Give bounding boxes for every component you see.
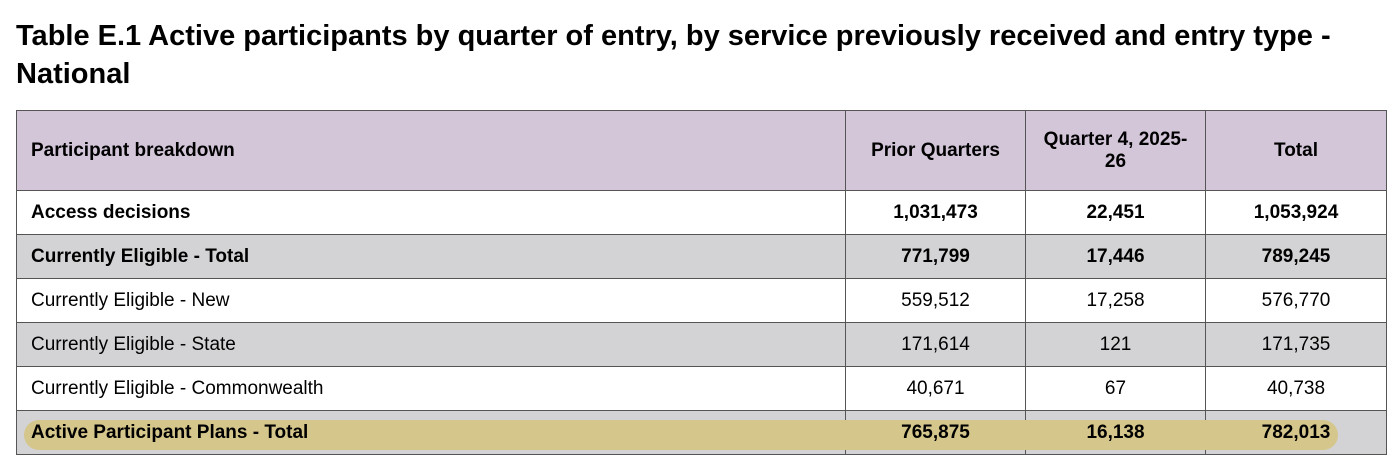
cell-value: 782,013 xyxy=(1261,421,1331,443)
cell-value: 789,245 xyxy=(1261,245,1331,267)
cell-value: 171,735 xyxy=(1261,333,1331,355)
cell-value: 1,053,924 xyxy=(1253,201,1339,223)
row-label-cell: Currently Eligible - State xyxy=(16,322,846,367)
value-cell: 22,451 xyxy=(1025,190,1206,235)
row-label-cell: Currently Eligible - New xyxy=(16,278,846,323)
row-label: Currently Eligible - Commonwealth xyxy=(31,377,324,399)
cell-value: 771,799 xyxy=(901,245,970,267)
row-highlight xyxy=(24,420,1338,450)
value-cell: 771,799 xyxy=(845,234,1026,279)
row-label: Active Participant Plans - Total xyxy=(31,421,309,443)
cell-value: 22,451 xyxy=(1086,201,1145,223)
cell-value: 559,512 xyxy=(901,289,970,311)
cell-value: 40,671 xyxy=(906,377,965,399)
cell-value: 765,875 xyxy=(901,421,970,443)
value-cell: 1,031,473 xyxy=(845,190,1026,235)
value-cell: 789,245 xyxy=(1205,234,1387,279)
table-row: Currently Eligible - New 559,512 17,258 576… xyxy=(16,278,1387,323)
data-table: Participant breakdown Prior Quarters Quart… xyxy=(16,110,1387,455)
value-cell: 40,671 xyxy=(845,366,1026,411)
row-label: Access decisions xyxy=(31,201,191,223)
cell-value: 17,446 xyxy=(1086,245,1145,267)
value-cell: 121 xyxy=(1025,322,1206,367)
column-header: Prior Quarters xyxy=(845,110,1026,191)
header-row: Participant breakdown Prior Quarters Quart… xyxy=(16,110,1387,191)
value-cell: 1,053,924 xyxy=(1205,190,1387,235)
table-row: Access decisions 1,031,473 22,451 1,053,924 xyxy=(16,190,1387,235)
table-title: Table E.1 Active participants by quarter… xyxy=(16,20,1331,90)
row-label: Currently Eligible - State xyxy=(31,333,236,355)
cell-value: 171,614 xyxy=(901,333,970,355)
value-cell: 17,446 xyxy=(1025,234,1206,279)
column-header-text: Prior Quarters xyxy=(871,139,1000,161)
value-cell: 559,512 xyxy=(845,278,1026,323)
value-cell: 171,735 xyxy=(1205,322,1387,367)
column-header: Total xyxy=(1205,110,1387,191)
column-header-text: Quarter 4, 2025-26 xyxy=(1043,128,1188,172)
cell-value: 16,138 xyxy=(1086,421,1145,443)
column-header: Participant breakdown xyxy=(16,110,846,191)
table-container: Participant breakdown Prior Quarters Quart… xyxy=(16,110,1387,455)
value-cell: 40,738 xyxy=(1205,366,1387,411)
cell-value: 17,258 xyxy=(1086,289,1145,311)
value-cell: 171,614 xyxy=(845,322,1026,367)
row-label-cell: Access decisions xyxy=(16,190,846,235)
value-cell: 17,258 xyxy=(1025,278,1206,323)
value-cell: 576,770 xyxy=(1205,278,1387,323)
column-header-text: Total xyxy=(1274,139,1318,161)
table-row: Currently Eligible - Commonwealth 40,671 6… xyxy=(16,366,1387,411)
table-row: Currently Eligible - State 171,614 121 171,… xyxy=(16,322,1387,367)
column-header-text: Participant breakdown xyxy=(31,139,235,161)
table-row: Currently Eligible - Total 771,799 17,446 7… xyxy=(16,234,1387,279)
cell-value: 121 xyxy=(1099,333,1132,355)
cell-value: 40,738 xyxy=(1266,377,1326,399)
cell-value: 1,031,473 xyxy=(893,201,978,223)
row-label-cell: Currently Eligible - Total xyxy=(16,234,846,279)
row-label-cell: Currently Eligible - Commonwealth xyxy=(16,366,846,411)
value-cell: 67 xyxy=(1025,366,1206,411)
row-label: Currently Eligible - Total xyxy=(31,245,250,267)
cell-value: 576,770 xyxy=(1261,289,1331,311)
row-label: Currently Eligible - New xyxy=(31,289,230,311)
cell-value: 67 xyxy=(1104,377,1127,399)
column-header: Quarter 4, 2025-26 xyxy=(1025,110,1206,191)
